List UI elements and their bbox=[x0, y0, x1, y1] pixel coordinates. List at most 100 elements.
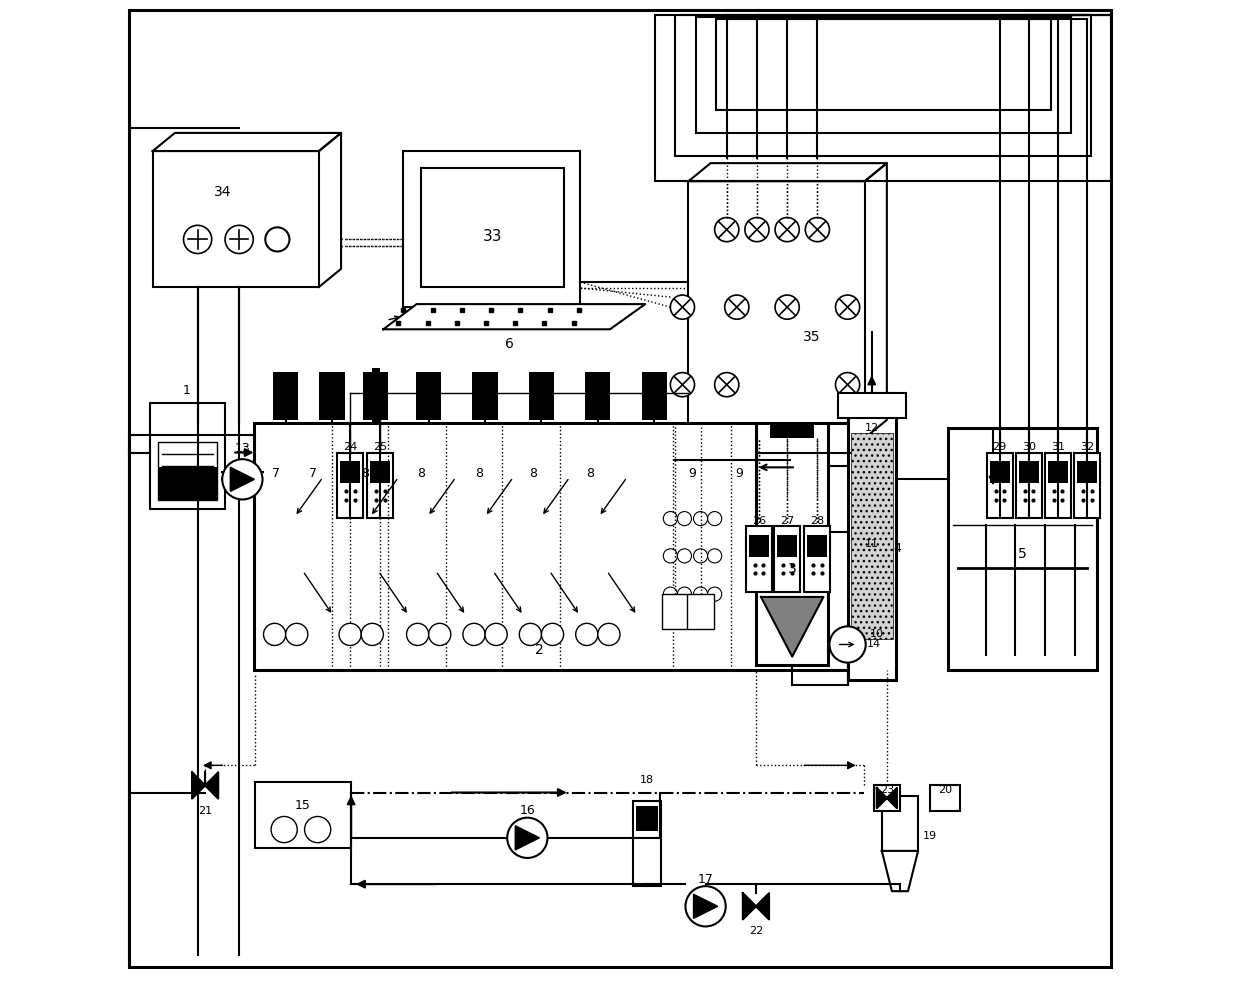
Circle shape bbox=[407, 623, 429, 645]
Bar bbox=[848, 393, 897, 680]
Bar bbox=[634, 801, 661, 886]
Text: 27: 27 bbox=[780, 516, 795, 526]
Bar bbox=[337, 453, 363, 518]
Circle shape bbox=[714, 373, 739, 397]
Text: 33: 33 bbox=[482, 230, 502, 244]
Circle shape bbox=[693, 512, 708, 526]
Circle shape bbox=[485, 623, 507, 645]
Text: 14: 14 bbox=[867, 639, 880, 650]
Text: 24: 24 bbox=[343, 442, 357, 452]
Text: 8: 8 bbox=[529, 467, 537, 479]
Circle shape bbox=[836, 373, 859, 397]
Circle shape bbox=[745, 218, 769, 242]
Polygon shape bbox=[192, 772, 218, 799]
Polygon shape bbox=[175, 417, 201, 435]
Bar bbox=[990, 461, 1009, 483]
Text: 8: 8 bbox=[361, 467, 370, 479]
Bar bbox=[340, 461, 360, 483]
Polygon shape bbox=[1011, 506, 1035, 528]
Bar bbox=[715, 19, 1052, 110]
Circle shape bbox=[184, 226, 212, 254]
Circle shape bbox=[305, 817, 331, 843]
Bar bbox=[585, 372, 610, 420]
Polygon shape bbox=[383, 304, 645, 329]
Text: 8: 8 bbox=[418, 467, 425, 479]
Circle shape bbox=[677, 512, 692, 526]
Circle shape bbox=[663, 512, 677, 526]
Circle shape bbox=[693, 549, 708, 563]
Bar bbox=[417, 372, 441, 420]
Bar bbox=[1019, 461, 1039, 483]
Text: 26: 26 bbox=[751, 516, 766, 526]
Circle shape bbox=[339, 623, 361, 645]
Bar bbox=[372, 368, 381, 423]
Text: 5: 5 bbox=[1018, 547, 1027, 561]
Circle shape bbox=[463, 623, 485, 645]
Bar bbox=[774, 526, 800, 592]
Bar bbox=[529, 372, 554, 420]
Bar bbox=[676, 15, 1091, 156]
Circle shape bbox=[724, 295, 749, 319]
Bar bbox=[749, 535, 769, 557]
Text: 17: 17 bbox=[698, 873, 713, 885]
Text: 21: 21 bbox=[198, 806, 212, 816]
Text: 8: 8 bbox=[475, 467, 484, 479]
Text: 31: 31 bbox=[1052, 442, 1065, 452]
Circle shape bbox=[542, 623, 564, 645]
Polygon shape bbox=[231, 467, 254, 491]
Polygon shape bbox=[743, 893, 769, 919]
Bar bbox=[367, 453, 393, 518]
Polygon shape bbox=[693, 894, 718, 918]
Circle shape bbox=[222, 459, 263, 499]
Bar bbox=[1016, 453, 1042, 518]
Bar bbox=[157, 442, 217, 500]
Text: 8: 8 bbox=[585, 467, 594, 479]
Bar bbox=[150, 403, 226, 509]
Bar bbox=[1078, 461, 1097, 483]
Polygon shape bbox=[769, 423, 792, 445]
Bar bbox=[1074, 453, 1100, 518]
Circle shape bbox=[693, 587, 708, 601]
Circle shape bbox=[708, 587, 722, 601]
Bar bbox=[746, 526, 773, 592]
Circle shape bbox=[285, 623, 308, 645]
Bar bbox=[687, 594, 714, 629]
Circle shape bbox=[775, 218, 800, 242]
Bar bbox=[371, 461, 391, 483]
Text: 30: 30 bbox=[1022, 442, 1035, 452]
Polygon shape bbox=[516, 826, 539, 850]
Text: 25: 25 bbox=[373, 442, 387, 452]
Circle shape bbox=[805, 218, 830, 242]
Bar bbox=[420, 168, 564, 287]
Bar bbox=[1045, 453, 1071, 518]
Polygon shape bbox=[761, 597, 823, 657]
Circle shape bbox=[708, 549, 722, 563]
Circle shape bbox=[598, 623, 620, 645]
Circle shape bbox=[361, 623, 383, 645]
Text: 19: 19 bbox=[923, 831, 937, 841]
Circle shape bbox=[671, 373, 694, 397]
Bar bbox=[882, 796, 918, 851]
Bar bbox=[636, 806, 658, 831]
Text: 4: 4 bbox=[893, 543, 901, 555]
Text: 18: 18 bbox=[640, 775, 655, 785]
Bar bbox=[837, 393, 906, 418]
Circle shape bbox=[671, 295, 694, 319]
Circle shape bbox=[224, 226, 253, 254]
Bar bbox=[403, 151, 580, 307]
Circle shape bbox=[429, 623, 451, 645]
Text: 13: 13 bbox=[234, 442, 250, 454]
Text: 1: 1 bbox=[184, 385, 191, 397]
Circle shape bbox=[663, 587, 677, 601]
Bar bbox=[254, 423, 877, 670]
Text: 15: 15 bbox=[295, 800, 311, 812]
Bar bbox=[655, 15, 1111, 181]
Text: 22: 22 bbox=[749, 926, 763, 937]
Bar bbox=[987, 453, 1013, 518]
Circle shape bbox=[264, 623, 285, 645]
Text: 9: 9 bbox=[735, 467, 743, 479]
Text: 12: 12 bbox=[864, 423, 879, 433]
Text: 28: 28 bbox=[810, 516, 825, 526]
Text: 11: 11 bbox=[864, 539, 879, 549]
Bar bbox=[157, 466, 217, 500]
